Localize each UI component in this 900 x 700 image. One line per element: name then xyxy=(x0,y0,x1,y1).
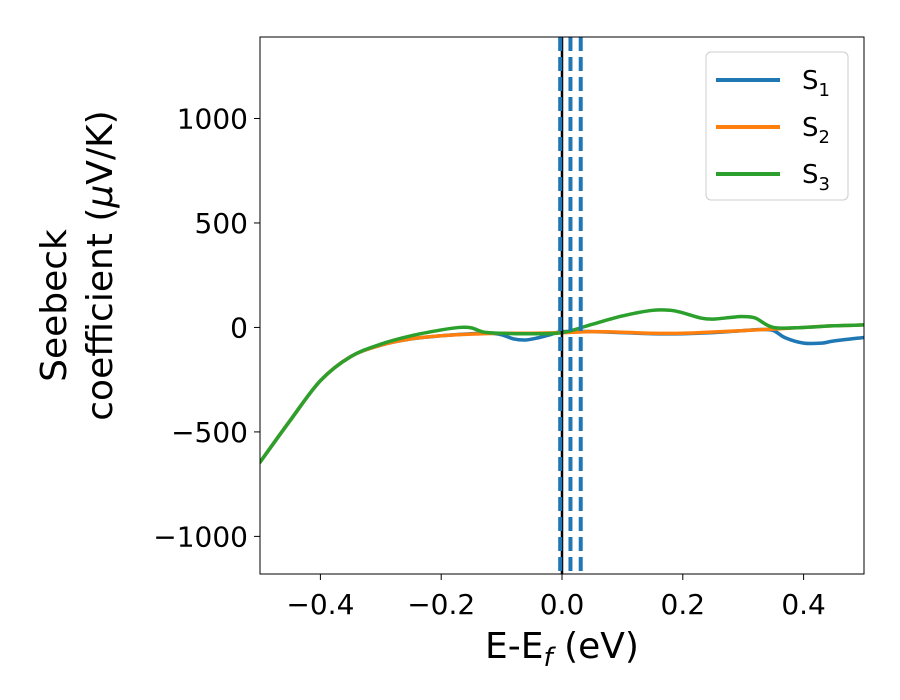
legend-item-s1: S1 xyxy=(716,66,830,101)
fermi-marker-layer xyxy=(558,37,583,574)
x-tick-label: −0.2 xyxy=(407,588,475,621)
x-tick-label: 0.2 xyxy=(661,588,706,621)
y-tick-label: 1000 xyxy=(177,102,248,135)
y-tick-label: 0 xyxy=(230,311,248,344)
y-axis-title-line1: Seebeck xyxy=(34,229,75,382)
tick-layer: −0.4 −0.2 0.0 0.2 0.4 −1000 −500 0 500 1000 xyxy=(153,102,826,621)
y-tick-label: 500 xyxy=(195,207,248,240)
legend-label: S2 xyxy=(802,113,830,148)
x-tick-label: 0.0 xyxy=(540,588,585,621)
legend-label: S1 xyxy=(802,66,830,101)
legend-label: S3 xyxy=(802,160,830,195)
legend-item-s2: S2 xyxy=(716,113,830,148)
y-tick-label: −500 xyxy=(171,416,248,449)
legend: S1 S2 S3 xyxy=(705,51,849,201)
x-tick-label: −0.4 xyxy=(286,588,354,621)
series-line-s3 xyxy=(260,308,864,464)
x-tick-label: 0.4 xyxy=(781,588,826,621)
x-axis-title: E-Ef (eV) xyxy=(485,626,639,673)
legend-item-s3: S3 xyxy=(716,160,830,195)
y-tick-label: −1000 xyxy=(153,520,248,553)
y-axis-title-line2: coefficient (μV/K) xyxy=(80,110,121,420)
y-axis-title: Seebeck coefficient (μV/K) xyxy=(34,110,121,420)
